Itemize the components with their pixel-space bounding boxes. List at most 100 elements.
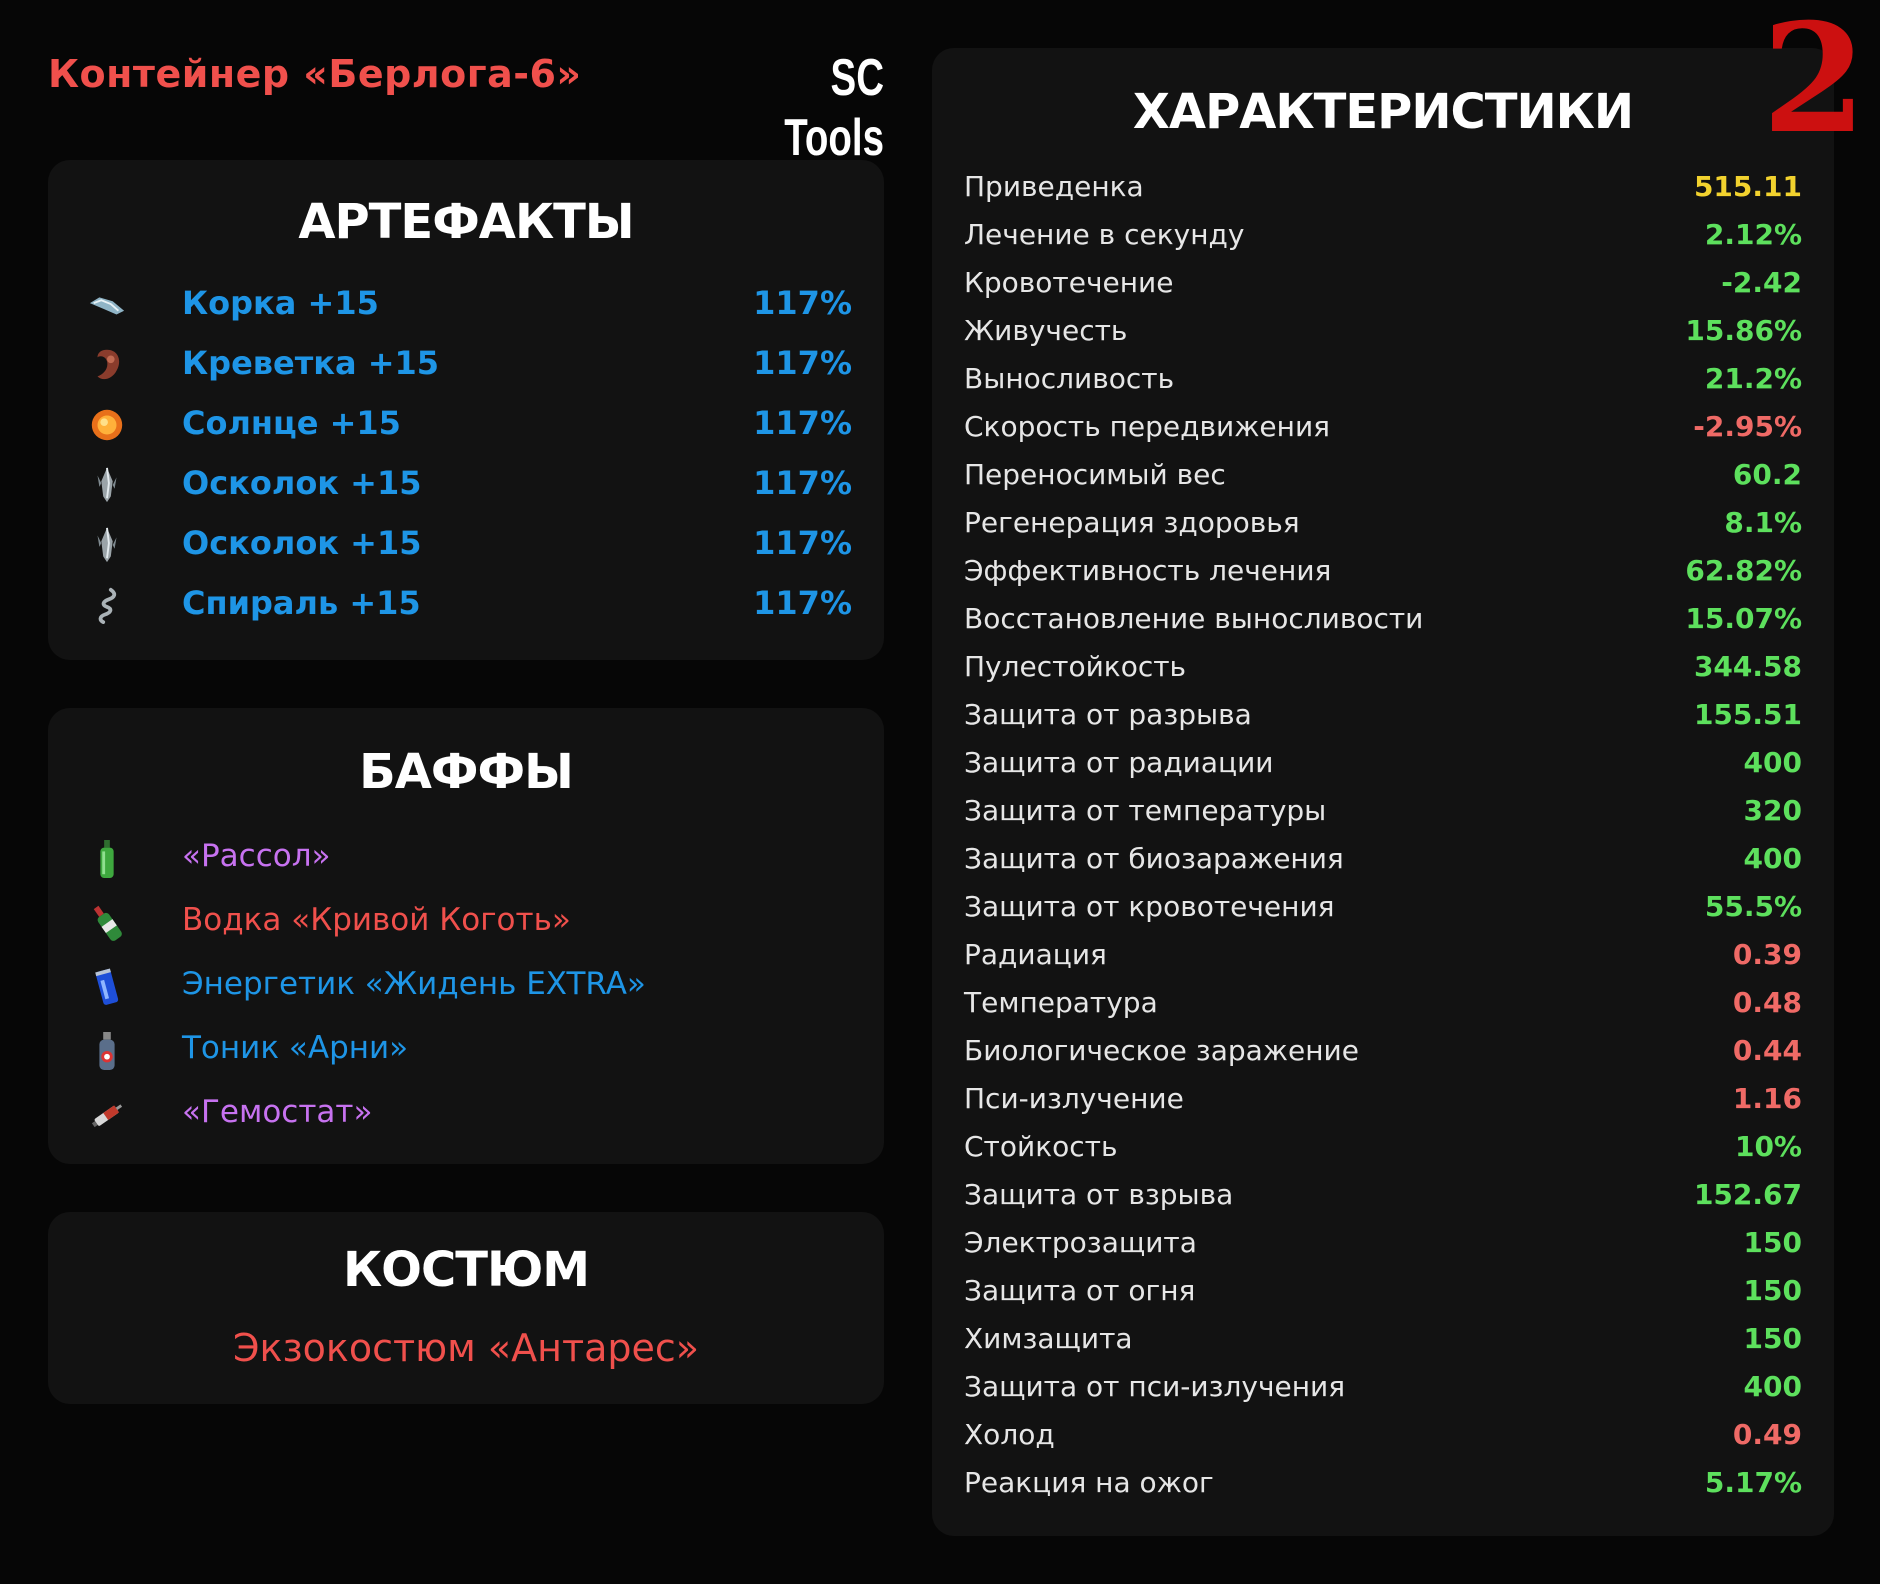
stat-label: Защита от разрыва (964, 698, 1252, 731)
stat-row: Кровотечение -2.42 (964, 260, 1802, 308)
krevetka-artifact-icon (97, 349, 120, 380)
stat-value: 15.86% (1685, 314, 1802, 347)
stat-label: Регенерация здоровья (964, 506, 1300, 539)
stat-row: Пулестойкость 344.58 (964, 644, 1802, 692)
stat-label: Стойкость (964, 1130, 1118, 1163)
stat-row: Защита от взрыва 152.67 (964, 1172, 1802, 1220)
buffs-title: БАФФЫ (359, 744, 574, 800)
stat-label: Защита от биозаражения (964, 842, 1344, 875)
stat-value: 0.48 (1732, 986, 1802, 1019)
vodka-bottle-icon (93, 905, 122, 941)
stat-label: Защита от огня (964, 1274, 1196, 1307)
stat-value: 400 (1743, 1370, 1802, 1403)
stat-value: 10% (1734, 1130, 1802, 1163)
stat-value: 2.12% (1704, 218, 1802, 251)
stat-value: -2.95% (1693, 410, 1802, 443)
artifacts-title: АРТЕФАКТЫ (298, 194, 634, 250)
stats-panel: ХАРАКТЕРИСТИКИ Приведенка 515.11 Лечение в… (932, 48, 1834, 1536)
artifact-row: Осколок +15 117% (78, 456, 852, 512)
stat-value: 62.82% (1685, 554, 1802, 587)
stat-row: Холод 0.49 (964, 1412, 1802, 1460)
stat-row: Выносливость 21.2% (964, 356, 1802, 404)
buffs-panel: БАФФЫ «Рассол» Водка «Кривой Коготь» (48, 708, 884, 1164)
stat-value: 21.2% (1704, 362, 1802, 395)
stat-value: 515.11 (1693, 170, 1802, 203)
artifact-row: Креветка +15 117% (78, 336, 852, 392)
stat-value: 0.49 (1732, 1418, 1802, 1451)
stat-value: 150 (1743, 1226, 1802, 1259)
stat-value: 155.51 (1693, 698, 1802, 731)
stat-value: 5.17% (1704, 1466, 1802, 1499)
stat-row: Пси-излучение 1.16 (964, 1076, 1802, 1124)
stat-value: 400 (1743, 842, 1802, 875)
stat-label: Радиация (964, 938, 1107, 971)
buff-name: Энергетик «Жидень EXTRA» (182, 966, 646, 1002)
stat-row: Биологическое заражение 0.44 (964, 1028, 1802, 1076)
stat-label: Переносимый вес (964, 458, 1226, 491)
stat-label: Защита от радиации (964, 746, 1274, 779)
stat-label: Реакция на ожог (964, 1466, 1214, 1499)
energy-can-icon (95, 968, 119, 1005)
stat-label: Восстановление выносливости (964, 602, 1424, 635)
page-number: 2 (1762, 0, 1867, 167)
stat-label: Скорость передвижения (964, 410, 1330, 443)
stat-label: Пулестойкость (964, 650, 1187, 683)
artifact-row: Солнце +15 117% (78, 396, 852, 452)
green-bottle-icon (100, 840, 114, 878)
artifact-percent: 117% (753, 344, 852, 382)
stat-value: 1.16 (1732, 1082, 1802, 1115)
buff-row: «Гемостат» (78, 1084, 854, 1144)
artifact-percent: 117% (753, 284, 852, 322)
artifact-name: Спираль +15 (182, 584, 421, 622)
stat-label: Защита от взрыва (964, 1178, 1234, 1211)
stat-row: Температура 0.48 (964, 980, 1802, 1028)
buff-row: Энергетик «Жидень EXTRA» (78, 956, 854, 1016)
stat-row: Защита от биозаражения 400 (964, 836, 1802, 884)
buff-name: Тоник «Арни» (182, 1030, 409, 1066)
buff-row: Водка «Кривой Коготь» (78, 892, 854, 952)
stat-row: Скорость передвижения -2.95% (964, 404, 1802, 452)
artifact-percent: 117% (753, 404, 852, 442)
artifact-row: Спираль +15 117% (78, 576, 852, 632)
stat-label: Выносливость (964, 362, 1175, 395)
artifact-name: Осколок +15 (182, 464, 422, 502)
artifact-name: Солнце +15 (182, 404, 401, 442)
stat-label: Пси-излучение (964, 1082, 1184, 1115)
stat-value: 8.1% (1724, 506, 1802, 539)
stat-label: Биологическое заражение (964, 1034, 1359, 1067)
artifacts-panel: АРТЕФАКТЫ Корка +15 117% Креветка +15 11… (48, 160, 884, 660)
stat-row: Переносимый вес 60.2 (964, 452, 1802, 500)
stat-label: Кровотечение (964, 266, 1174, 299)
spiral-artifact-icon (98, 587, 117, 624)
oskolok-artifact-icon (97, 467, 117, 503)
container-title: Контейнер «Берлога-6» (48, 52, 582, 96)
buff-name: Водка «Кривой Коготь» (182, 902, 571, 938)
stat-label: Приведенка (964, 170, 1144, 203)
stat-value: 0.44 (1732, 1034, 1802, 1067)
stat-row: Радиация 0.39 (964, 932, 1802, 980)
artifact-row: Корка +15 117% (78, 276, 852, 332)
buff-name: «Рассол» (182, 838, 331, 874)
stat-value: 0.39 (1732, 938, 1802, 971)
stat-row: Защита от пси-излучения 400 (964, 1364, 1802, 1412)
stat-row: Живучесть 15.86% (964, 308, 1802, 356)
stat-value: 15.07% (1685, 602, 1802, 635)
stat-value: -2.42 (1721, 266, 1802, 299)
stat-label: Живучесть (964, 314, 1128, 347)
stat-value: 150 (1743, 1322, 1802, 1355)
stat-value: 152.67 (1693, 1178, 1802, 1211)
suit-title: КОСТЮМ (342, 1242, 590, 1298)
stat-label: Защита от температуры (964, 794, 1327, 827)
artifact-percent: 117% (753, 464, 852, 502)
stat-row: Защита от радиации 400 (964, 740, 1802, 788)
stats-title: ХАРАКТЕРИСТИКИ (1132, 84, 1634, 140)
artifact-name: Креветка +15 (182, 344, 440, 382)
stat-value: 400 (1743, 746, 1802, 779)
artifact-percent: 117% (753, 524, 852, 562)
stat-row: Защита от огня 150 (964, 1268, 1802, 1316)
stat-label: Защита от пси-излучения (964, 1370, 1346, 1403)
stat-label: Электрозащита (964, 1226, 1197, 1259)
suit-name: Экзокостюм «Антарес» (232, 1326, 700, 1370)
stat-row: Реакция на ожог 5.17% (964, 1460, 1802, 1508)
stat-label: Холод (964, 1418, 1055, 1451)
